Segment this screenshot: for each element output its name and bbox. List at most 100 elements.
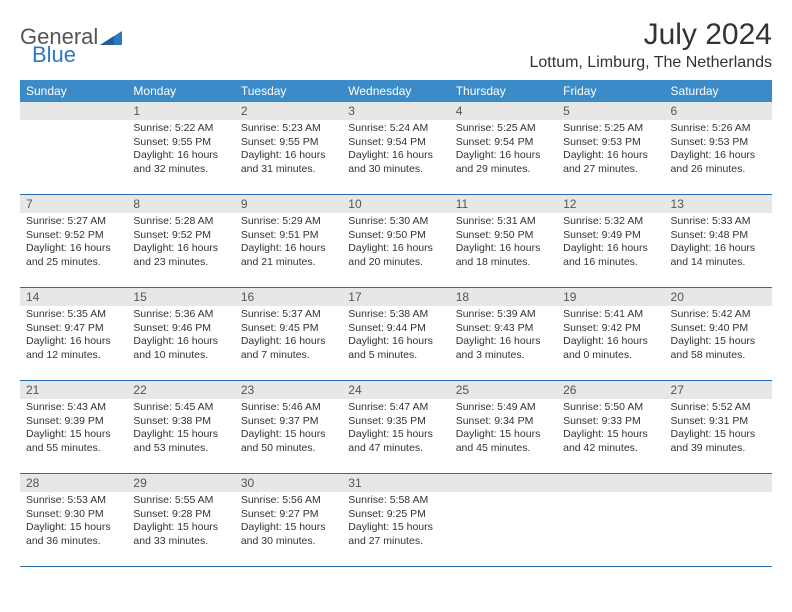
- day-details: Sunrise: 5:52 AMSunset: 9:31 PMDaylight:…: [665, 399, 772, 460]
- day-number: 1: [127, 102, 234, 120]
- calendar-cell: 17Sunrise: 5:38 AMSunset: 9:44 PMDayligh…: [342, 288, 449, 381]
- calendar-cell: 16Sunrise: 5:37 AMSunset: 9:45 PMDayligh…: [235, 288, 342, 381]
- calendar-cell: 29Sunrise: 5:55 AMSunset: 9:28 PMDayligh…: [127, 474, 234, 567]
- day-details: [450, 492, 557, 552]
- day-number: 18: [450, 288, 557, 306]
- calendar-cell: 9Sunrise: 5:29 AMSunset: 9:51 PMDaylight…: [235, 195, 342, 288]
- day-details: Sunrise: 5:41 AMSunset: 9:42 PMDaylight:…: [557, 306, 664, 367]
- day-details: Sunrise: 5:50 AMSunset: 9:33 PMDaylight:…: [557, 399, 664, 460]
- day-details: Sunrise: 5:35 AMSunset: 9:47 PMDaylight:…: [20, 306, 127, 367]
- calendar-cell: 8Sunrise: 5:28 AMSunset: 9:52 PMDaylight…: [127, 195, 234, 288]
- day-details: [557, 492, 664, 552]
- day-number: 14: [20, 288, 127, 306]
- calendar-cell: 23Sunrise: 5:46 AMSunset: 9:37 PMDayligh…: [235, 381, 342, 474]
- calendar-cell: 22Sunrise: 5:45 AMSunset: 9:38 PMDayligh…: [127, 381, 234, 474]
- day-number: 22: [127, 381, 234, 399]
- logo-triangle-icon: [100, 28, 122, 46]
- day-details: Sunrise: 5:46 AMSunset: 9:37 PMDaylight:…: [235, 399, 342, 460]
- day-details: Sunrise: 5:49 AMSunset: 9:34 PMDaylight:…: [450, 399, 557, 460]
- day-details: Sunrise: 5:36 AMSunset: 9:46 PMDaylight:…: [127, 306, 234, 367]
- day-details: Sunrise: 5:24 AMSunset: 9:54 PMDaylight:…: [342, 120, 449, 181]
- day-details: Sunrise: 5:23 AMSunset: 9:55 PMDaylight:…: [235, 120, 342, 181]
- day-number: 4: [450, 102, 557, 120]
- calendar-cell: 4Sunrise: 5:25 AMSunset: 9:54 PMDaylight…: [450, 102, 557, 195]
- day-details: Sunrise: 5:22 AMSunset: 9:55 PMDaylight:…: [127, 120, 234, 181]
- calendar-header-row: SundayMondayTuesdayWednesdayThursdayFrid…: [20, 80, 772, 102]
- weekday-header: Saturday: [665, 80, 772, 102]
- weekday-header: Friday: [557, 80, 664, 102]
- day-details: Sunrise: 5:25 AMSunset: 9:53 PMDaylight:…: [557, 120, 664, 181]
- calendar-cell: 18Sunrise: 5:39 AMSunset: 9:43 PMDayligh…: [450, 288, 557, 381]
- day-number: 5: [557, 102, 664, 120]
- day-number: 30: [235, 474, 342, 492]
- day-number: [665, 474, 772, 492]
- logo-text-blue: Blue: [32, 42, 76, 68]
- day-details: Sunrise: 5:45 AMSunset: 9:38 PMDaylight:…: [127, 399, 234, 460]
- calendar-table: SundayMondayTuesdayWednesdayThursdayFrid…: [20, 80, 772, 567]
- day-details: Sunrise: 5:38 AMSunset: 9:44 PMDaylight:…: [342, 306, 449, 367]
- weekday-header: Tuesday: [235, 80, 342, 102]
- day-number: 13: [665, 195, 772, 213]
- day-details: Sunrise: 5:26 AMSunset: 9:53 PMDaylight:…: [665, 120, 772, 181]
- title-block: July 2024 Lottum, Limburg, The Netherlan…: [530, 18, 773, 72]
- calendar-cell: 27Sunrise: 5:52 AMSunset: 9:31 PMDayligh…: [665, 381, 772, 474]
- calendar-week-row: 14Sunrise: 5:35 AMSunset: 9:47 PMDayligh…: [20, 288, 772, 381]
- day-details: Sunrise: 5:28 AMSunset: 9:52 PMDaylight:…: [127, 213, 234, 274]
- day-number: 16: [235, 288, 342, 306]
- day-details: Sunrise: 5:56 AMSunset: 9:27 PMDaylight:…: [235, 492, 342, 553]
- day-details: Sunrise: 5:29 AMSunset: 9:51 PMDaylight:…: [235, 213, 342, 274]
- day-number: 20: [665, 288, 772, 306]
- day-number: 11: [450, 195, 557, 213]
- calendar-cell: 15Sunrise: 5:36 AMSunset: 9:46 PMDayligh…: [127, 288, 234, 381]
- day-number: 7: [20, 195, 127, 213]
- calendar-cell: 14Sunrise: 5:35 AMSunset: 9:47 PMDayligh…: [20, 288, 127, 381]
- day-number: 17: [342, 288, 449, 306]
- calendar-week-row: 1Sunrise: 5:22 AMSunset: 9:55 PMDaylight…: [20, 102, 772, 195]
- day-details: [20, 120, 127, 180]
- day-number: 24: [342, 381, 449, 399]
- day-number: 28: [20, 474, 127, 492]
- calendar-cell: [20, 102, 127, 195]
- day-details: Sunrise: 5:39 AMSunset: 9:43 PMDaylight:…: [450, 306, 557, 367]
- day-details: Sunrise: 5:47 AMSunset: 9:35 PMDaylight:…: [342, 399, 449, 460]
- calendar-cell: 10Sunrise: 5:30 AMSunset: 9:50 PMDayligh…: [342, 195, 449, 288]
- calendar-cell: 13Sunrise: 5:33 AMSunset: 9:48 PMDayligh…: [665, 195, 772, 288]
- calendar-cell: 6Sunrise: 5:26 AMSunset: 9:53 PMDaylight…: [665, 102, 772, 195]
- day-number: [20, 102, 127, 120]
- weekday-header: Wednesday: [342, 80, 449, 102]
- calendar-cell: 26Sunrise: 5:50 AMSunset: 9:33 PMDayligh…: [557, 381, 664, 474]
- day-number: 8: [127, 195, 234, 213]
- calendar-week-row: 21Sunrise: 5:43 AMSunset: 9:39 PMDayligh…: [20, 381, 772, 474]
- day-details: Sunrise: 5:55 AMSunset: 9:28 PMDaylight:…: [127, 492, 234, 553]
- day-details: Sunrise: 5:42 AMSunset: 9:40 PMDaylight:…: [665, 306, 772, 367]
- day-number: 3: [342, 102, 449, 120]
- day-number: 12: [557, 195, 664, 213]
- weekday-header: Thursday: [450, 80, 557, 102]
- calendar-cell: 19Sunrise: 5:41 AMSunset: 9:42 PMDayligh…: [557, 288, 664, 381]
- calendar-cell: 5Sunrise: 5:25 AMSunset: 9:53 PMDaylight…: [557, 102, 664, 195]
- day-number: 26: [557, 381, 664, 399]
- calendar-cell: [450, 474, 557, 567]
- calendar-cell: 30Sunrise: 5:56 AMSunset: 9:27 PMDayligh…: [235, 474, 342, 567]
- calendar-cell: 11Sunrise: 5:31 AMSunset: 9:50 PMDayligh…: [450, 195, 557, 288]
- day-details: Sunrise: 5:32 AMSunset: 9:49 PMDaylight:…: [557, 213, 664, 274]
- weekday-header: Monday: [127, 80, 234, 102]
- header: General July 2024 Lottum, Limburg, The N…: [20, 18, 772, 72]
- day-details: Sunrise: 5:53 AMSunset: 9:30 PMDaylight:…: [20, 492, 127, 553]
- location: Lottum, Limburg, The Netherlands: [530, 54, 773, 72]
- day-details: Sunrise: 5:25 AMSunset: 9:54 PMDaylight:…: [450, 120, 557, 181]
- calendar-cell: 20Sunrise: 5:42 AMSunset: 9:40 PMDayligh…: [665, 288, 772, 381]
- day-details: Sunrise: 5:33 AMSunset: 9:48 PMDaylight:…: [665, 213, 772, 274]
- day-number: 9: [235, 195, 342, 213]
- calendar-cell: 1Sunrise: 5:22 AMSunset: 9:55 PMDaylight…: [127, 102, 234, 195]
- day-number: 27: [665, 381, 772, 399]
- calendar-cell: 25Sunrise: 5:49 AMSunset: 9:34 PMDayligh…: [450, 381, 557, 474]
- calendar-cell: 7Sunrise: 5:27 AMSunset: 9:52 PMDaylight…: [20, 195, 127, 288]
- calendar-body: 1Sunrise: 5:22 AMSunset: 9:55 PMDaylight…: [20, 102, 772, 567]
- day-number: [557, 474, 664, 492]
- day-details: Sunrise: 5:31 AMSunset: 9:50 PMDaylight:…: [450, 213, 557, 274]
- day-number: 29: [127, 474, 234, 492]
- day-details: Sunrise: 5:30 AMSunset: 9:50 PMDaylight:…: [342, 213, 449, 274]
- day-number: 6: [665, 102, 772, 120]
- calendar-cell: 2Sunrise: 5:23 AMSunset: 9:55 PMDaylight…: [235, 102, 342, 195]
